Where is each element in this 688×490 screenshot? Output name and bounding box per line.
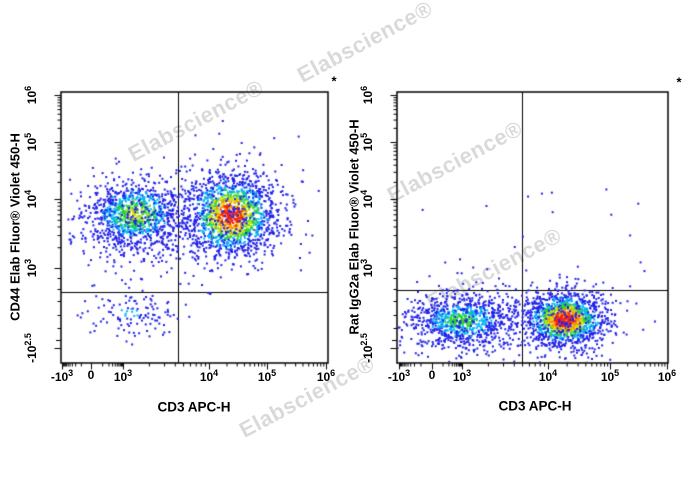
x-tick-label: 106 <box>316 368 336 384</box>
x-tick-label: 0 <box>87 368 95 382</box>
x-tick-label: 104 <box>538 368 558 384</box>
x-tick-label: -103 <box>50 368 74 384</box>
x-tick-label: 104 <box>199 368 219 384</box>
x-tick-label: 103 <box>113 368 133 384</box>
x-tick-label: -103 <box>387 368 411 384</box>
left-plot-asterisk: * <box>331 73 337 89</box>
y-tick-label: 105 <box>23 132 39 152</box>
y-tick-label: 103 <box>359 258 375 278</box>
y-tick-label: 104 <box>359 189 375 209</box>
right-plot-asterisk: * <box>676 74 682 90</box>
x-tick-label: 103 <box>452 368 472 384</box>
right-x-axis-label: CD3 APC-H <box>498 398 572 414</box>
y-tick-label: 103 <box>23 258 39 278</box>
y-tick-label: 106 <box>23 85 39 105</box>
x-tick-label: 106 <box>657 368 677 384</box>
x-tick-label: 0 <box>428 368 436 382</box>
y-tick-label: 106 <box>359 85 375 105</box>
y-tick-label: 104 <box>23 189 39 209</box>
x-tick-label: 105 <box>257 368 277 384</box>
x-tick-label: 105 <box>600 368 620 384</box>
y-tick-label: -102.5 <box>359 333 375 363</box>
left-x-axis-label: CD3 APC-H <box>157 399 231 415</box>
left-y-axis-label: CD44 Elab Fluor® Violet 450-H <box>7 133 23 321</box>
y-tick-label: 105 <box>359 132 375 152</box>
y-tick-label: -102.5 <box>23 333 39 363</box>
right-y-axis-label: Rat IgG2a Elab Fluor® Violet 450-H <box>346 119 362 335</box>
